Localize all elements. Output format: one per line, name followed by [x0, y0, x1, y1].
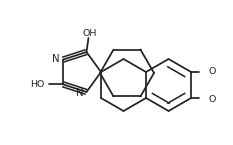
Text: N: N: [52, 54, 60, 64]
Text: N: N: [76, 88, 83, 98]
Text: O: O: [208, 67, 216, 76]
Text: HO: HO: [31, 80, 45, 89]
Text: OH: OH: [82, 29, 97, 38]
Text: O: O: [208, 95, 216, 104]
